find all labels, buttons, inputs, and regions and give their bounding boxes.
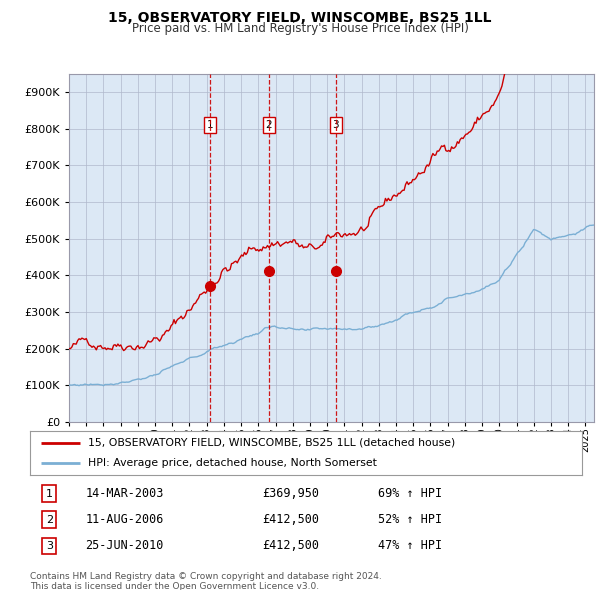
Text: £412,500: £412,500 <box>262 513 319 526</box>
Text: Contains HM Land Registry data © Crown copyright and database right 2024.: Contains HM Land Registry data © Crown c… <box>30 572 382 581</box>
Text: 47% ↑ HPI: 47% ↑ HPI <box>378 539 442 552</box>
Text: 15, OBSERVATORY FIELD, WINSCOMBE, BS25 1LL (detached house): 15, OBSERVATORY FIELD, WINSCOMBE, BS25 1… <box>88 438 455 448</box>
Text: 69% ↑ HPI: 69% ↑ HPI <box>378 487 442 500</box>
Text: 11-AUG-2006: 11-AUG-2006 <box>85 513 164 526</box>
Text: £369,950: £369,950 <box>262 487 319 500</box>
Text: 15, OBSERVATORY FIELD, WINSCOMBE, BS25 1LL: 15, OBSERVATORY FIELD, WINSCOMBE, BS25 1… <box>108 11 492 25</box>
Text: 2: 2 <box>46 515 53 525</box>
Text: 52% ↑ HPI: 52% ↑ HPI <box>378 513 442 526</box>
Text: 1: 1 <box>46 489 53 499</box>
Text: 1: 1 <box>207 120 214 130</box>
Text: Price paid vs. HM Land Registry's House Price Index (HPI): Price paid vs. HM Land Registry's House … <box>131 22 469 35</box>
Text: 3: 3 <box>332 120 339 130</box>
Text: £412,500: £412,500 <box>262 539 319 552</box>
Text: This data is licensed under the Open Government Licence v3.0.: This data is licensed under the Open Gov… <box>30 582 319 590</box>
Text: 2: 2 <box>265 120 272 130</box>
Text: 14-MAR-2003: 14-MAR-2003 <box>85 487 164 500</box>
Text: HPI: Average price, detached house, North Somerset: HPI: Average price, detached house, Nort… <box>88 458 377 468</box>
Text: 25-JUN-2010: 25-JUN-2010 <box>85 539 164 552</box>
Text: 3: 3 <box>46 541 53 551</box>
